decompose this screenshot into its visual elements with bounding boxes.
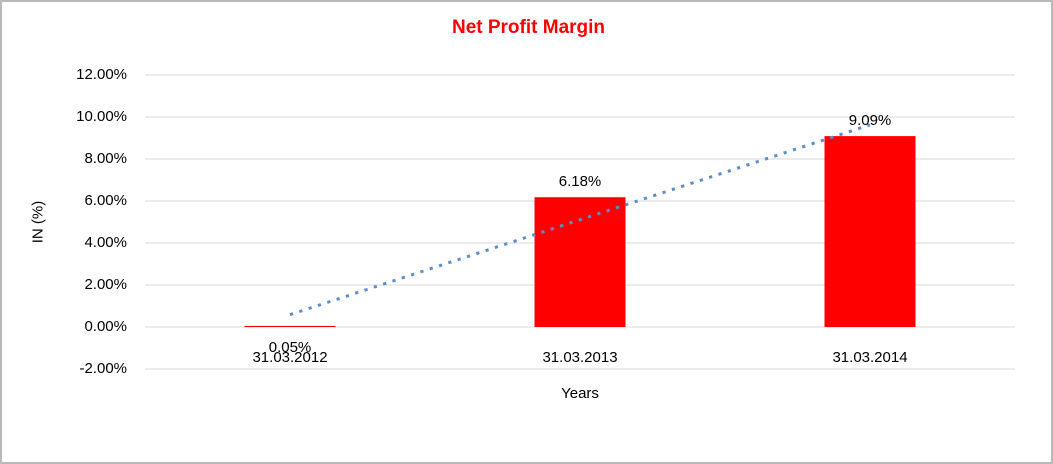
bar-data-label: 0.05% (268, 339, 312, 356)
bar (824, 136, 916, 327)
trendline (289, 123, 871, 317)
y-tick-label: 0.00% (84, 318, 127, 335)
bar (534, 197, 626, 327)
category-label: 31.03.2013 (542, 349, 618, 366)
chart-title: Net Profit Margin (451, 17, 606, 38)
category-label: 31.03.2012 (252, 349, 328, 366)
category-label: 31.03.2014 (832, 349, 908, 366)
bar-data-label: 6.18% (558, 173, 602, 191)
y-tick-label: 4.00% (84, 234, 127, 251)
y-tick-label: 8.00% (84, 150, 127, 167)
y-tick-label: -2.00% (79, 360, 127, 377)
x-axis-title: Years (561, 385, 599, 402)
bar-data-label: 9.09% (848, 112, 892, 130)
y-tick-label: 2.00% (84, 276, 127, 293)
y-tick-label: 10.00% (76, 108, 127, 125)
y-tick-label: 6.00% (84, 192, 127, 209)
y-tick-label: 12.00% (76, 66, 127, 83)
bar (244, 325, 336, 327)
